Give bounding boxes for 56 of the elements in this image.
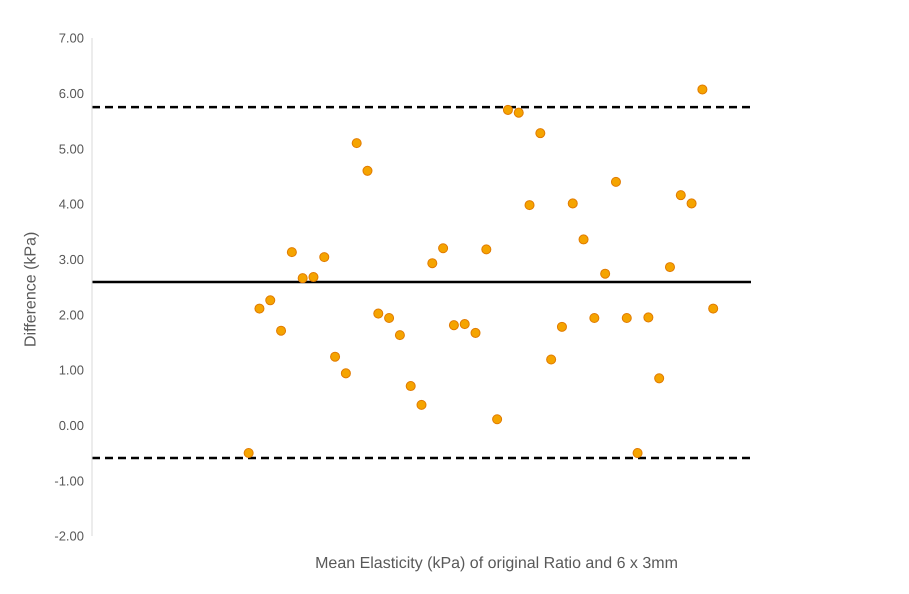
- point: [265, 295, 276, 306]
- point: [352, 138, 362, 148]
- point: [568, 198, 578, 208]
- point: [330, 352, 340, 362]
- y-tick-label: 6.00: [58, 86, 84, 101]
- point: [481, 244, 492, 254]
- point: [697, 84, 708, 94]
- point: [276, 326, 286, 336]
- point: [546, 354, 556, 364]
- point: [610, 176, 621, 187]
- point: [686, 198, 697, 208]
- point: [319, 252, 330, 262]
- point: [654, 373, 664, 384]
- y-tick-label: 3.00: [58, 252, 84, 267]
- y-tick-label: 5.00: [58, 141, 84, 156]
- y-tick-label: 4.00: [58, 196, 84, 212]
- y-tick-label: 0.00: [58, 418, 84, 433]
- x-axis-title: Mean Elasticity (kPa) of original Ratio and 6 x 3mm: [315, 555, 678, 572]
- point: [600, 268, 610, 279]
- y-tick-label: 7.00: [58, 30, 84, 46]
- point: [556, 322, 567, 332]
- point: [394, 330, 405, 340]
- point: [427, 258, 438, 268]
- point: [416, 400, 427, 410]
- point: [298, 273, 308, 284]
- y-tick-label: 1.00: [58, 362, 84, 378]
- point: [502, 104, 513, 115]
- point: [514, 108, 524, 118]
- point: [676, 190, 686, 200]
- point: [448, 320, 459, 330]
- y-tick-label: -2.00: [54, 528, 84, 544]
- point: [373, 308, 384, 319]
- y-tick-label: -1.00: [54, 473, 84, 488]
- point: [362, 166, 372, 176]
- point: [578, 234, 589, 244]
- point: [340, 368, 351, 378]
- point: [384, 312, 394, 323]
- point: [470, 328, 481, 338]
- point: [708, 304, 718, 314]
- point: [492, 414, 502, 424]
- point: [622, 312, 632, 323]
- point: [535, 128, 546, 138]
- point: [589, 312, 600, 323]
- point: [438, 243, 448, 254]
- y-axis-title: Difference (kPa): [22, 232, 40, 347]
- point: [632, 448, 643, 458]
- point: [643, 312, 654, 322]
- point: [664, 262, 675, 272]
- point: [460, 319, 470, 330]
- point: [244, 448, 254, 458]
- point: [254, 304, 264, 314]
- point: [406, 381, 416, 392]
- point: [286, 247, 297, 258]
- y-tick-label: 2.00: [58, 307, 84, 322]
- point: [308, 272, 318, 282]
- point: [524, 200, 535, 210]
